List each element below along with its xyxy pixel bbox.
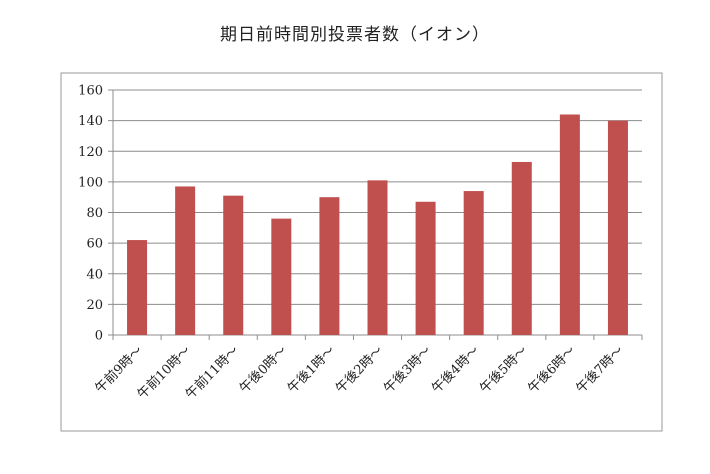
chart-frame (60, 72, 663, 432)
y-tick-label: 80 (86, 206, 103, 221)
bar (559, 114, 580, 335)
bars (127, 114, 628, 335)
x-category-label: 午後5時〜 (477, 343, 530, 396)
x-category-label: 午後2時〜 (333, 343, 386, 396)
y-tick-label: 160 (78, 84, 103, 99)
y-tick-label: 20 (86, 298, 103, 313)
y-tick-label: 120 (78, 145, 103, 160)
x-category-label: 午後6時〜 (525, 343, 578, 396)
bar (463, 191, 484, 335)
bar (271, 218, 292, 335)
bar (127, 240, 148, 335)
x-category-label: 午後0時〜 (237, 343, 290, 396)
bar (223, 195, 244, 335)
bar (607, 120, 628, 335)
x-category-label: 午後3時〜 (381, 343, 434, 396)
y-tick-label: 0 (95, 329, 103, 344)
x-category-label: 午後1時〜 (285, 343, 338, 396)
y-axis-ticks: 0 20 40 60 80 100 120 140 160 (78, 84, 103, 344)
bar (415, 201, 436, 335)
x-category-label: 午後4時〜 (429, 343, 482, 396)
bar (175, 186, 196, 335)
y-tick-label: 60 (86, 237, 103, 252)
chart-title: 期日前時間別投票者数（イオン） (220, 25, 490, 45)
bar (511, 161, 532, 335)
y-tick-label: 140 (78, 114, 103, 129)
x-axis-categories: 午前9時〜午前10時〜午前11時〜午後0時〜午後1時〜午後2時〜午後3時〜午後4… (92, 343, 627, 403)
bar (319, 197, 340, 335)
y-tick-label: 40 (86, 267, 103, 282)
bar (367, 180, 388, 335)
y-tick-label: 100 (78, 175, 103, 190)
x-category-label: 午後7時〜 (574, 343, 627, 396)
